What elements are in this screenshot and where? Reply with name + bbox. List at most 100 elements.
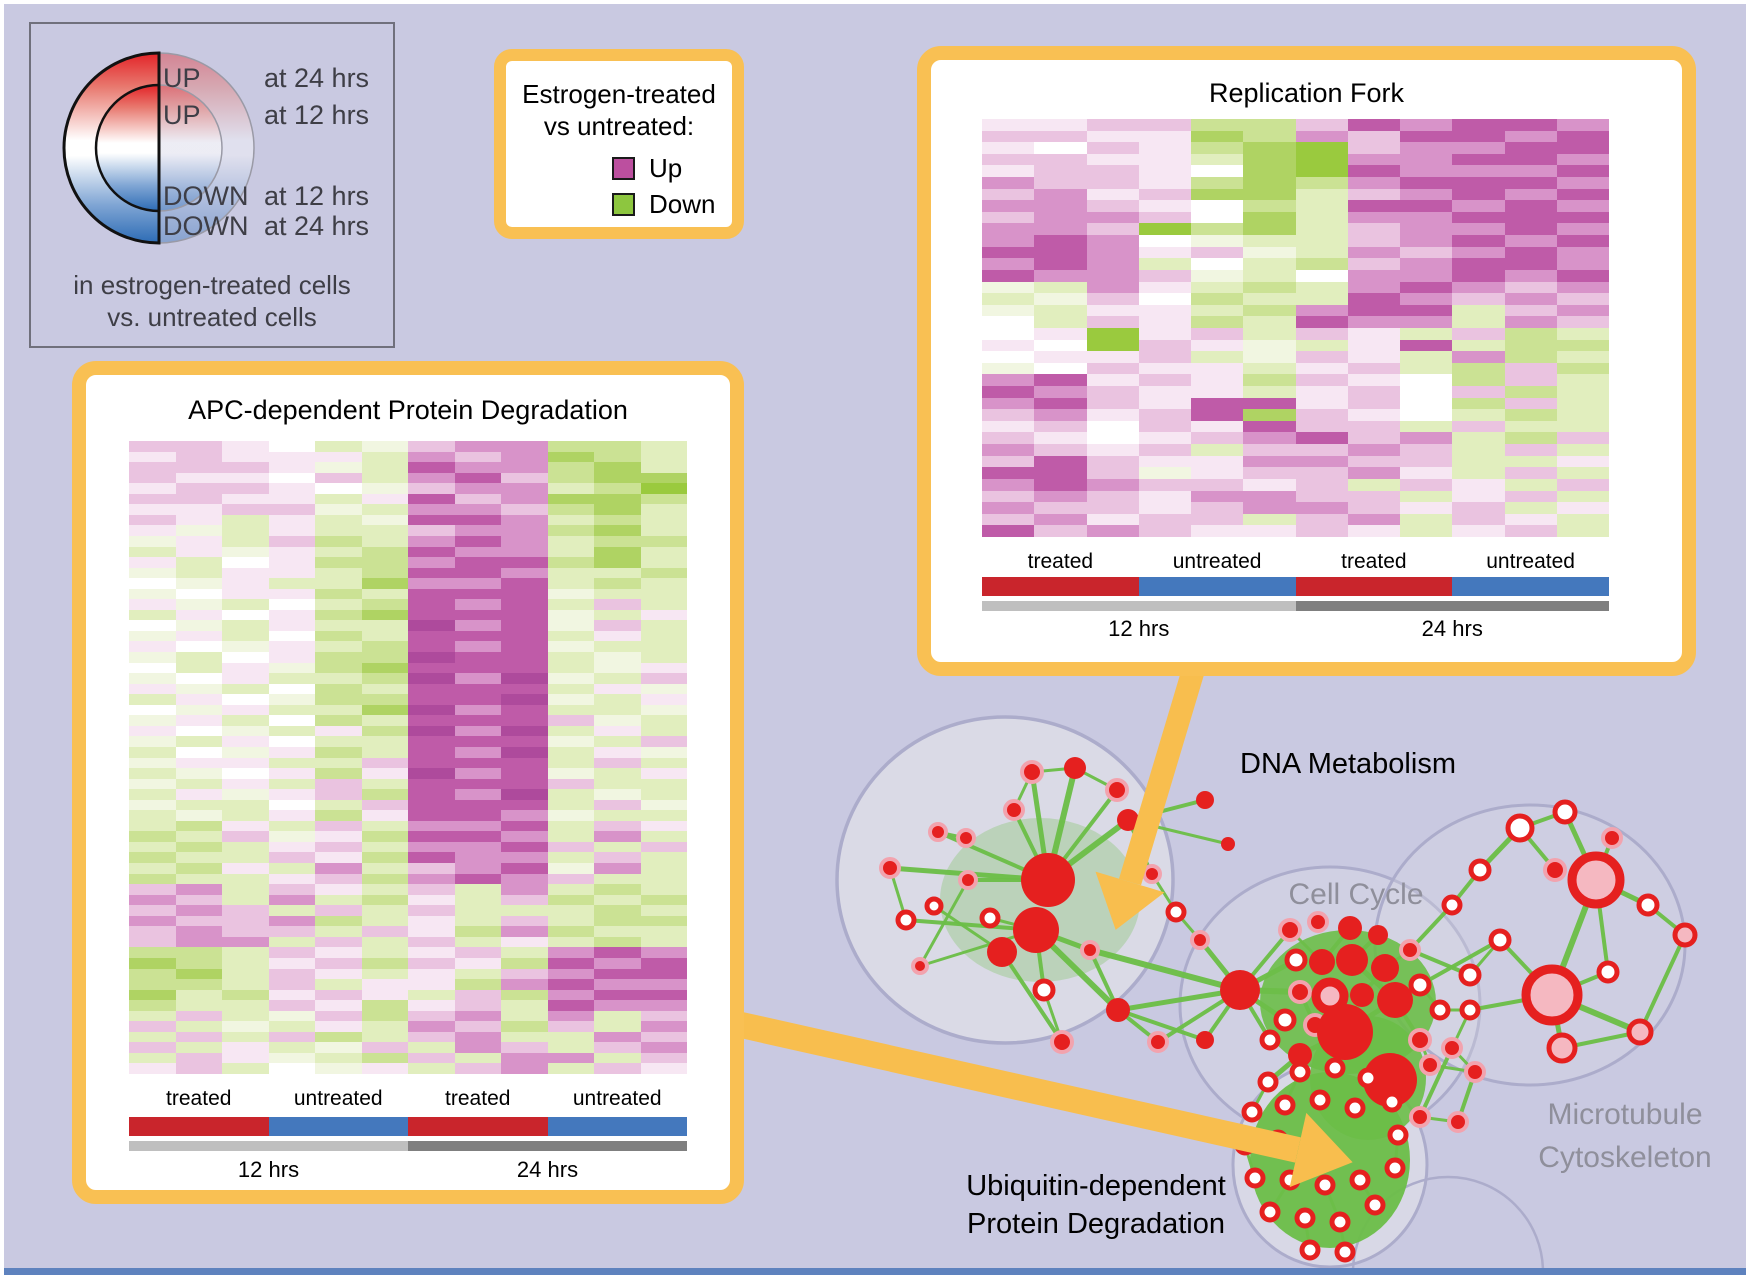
heatmap-cell [268, 852, 315, 863]
heatmap-cell [1347, 119, 1400, 131]
heatmap-cell [1295, 281, 1348, 294]
network-node [1165, 901, 1187, 923]
heatmap-cell [361, 841, 408, 853]
heatmap-cell [222, 620, 269, 631]
heatmap-cell [408, 715, 455, 726]
heatmap-cell [547, 1042, 594, 1053]
heatmap-cell [1504, 467, 1557, 479]
ring-legend-half [94, 83, 161, 213]
heatmap-cell [1400, 455, 1453, 468]
heatmap-cell [1556, 188, 1609, 201]
heatmap-cell [594, 535, 641, 547]
heatmap-cell [1400, 119, 1453, 131]
heatmap-cell [1504, 177, 1557, 189]
heatmap-cell [547, 820, 594, 832]
heatmap-cell [175, 1010, 222, 1022]
heatmap-cell [1400, 269, 1453, 282]
ring-legend-half [158, 84, 223, 212]
heatmap-cell [1556, 374, 1609, 387]
network-edge [1418, 1047, 1454, 1118]
heatmap-cell [268, 451, 315, 463]
heatmap-cell [1295, 467, 1348, 479]
heatmap-cell [594, 514, 641, 526]
heatmap-cell [501, 1000, 548, 1011]
heatmap-cell [1347, 246, 1400, 259]
heatmap-cell [129, 936, 176, 948]
heatmap-cell [594, 609, 641, 621]
heatmap-cell [454, 504, 501, 515]
heatmap-cell [1504, 223, 1557, 236]
heatmap-cell [1295, 293, 1348, 305]
heatmap-cell [1138, 188, 1191, 201]
heatmap-cell [1347, 339, 1400, 352]
heatmap-cell [315, 504, 362, 515]
heatmap-cell [640, 462, 687, 473]
heatmap-cell [454, 673, 501, 684]
heatmap-cell [594, 820, 641, 832]
heatmap-cell [501, 768, 548, 779]
heatmap-cell [361, 652, 408, 663]
heatmap-cell [129, 768, 176, 779]
heatmap-cell [1504, 525, 1557, 537]
heatmap-cell [640, 841, 687, 853]
heatmap-cell [1556, 362, 1609, 375]
heatmap-cell [222, 957, 269, 969]
heatmap-cell [268, 926, 315, 937]
heatmap-cell [547, 768, 594, 779]
updown-legend-title2: vs untreated: [543, 111, 695, 141]
heatmap-cell [640, 483, 687, 494]
heatmap-cell [1400, 235, 1453, 247]
heatmap-cell [268, 725, 315, 737]
heatmap-cell [361, 641, 408, 652]
network-node [1032, 978, 1056, 1002]
heatmap-cell [408, 1000, 455, 1011]
heatmap-cell [222, 1010, 269, 1022]
heatmap-cell [1086, 235, 1139, 247]
apc-24hrs-label: 24 hrs [516, 1157, 579, 1182]
heatmap-cell [1452, 467, 1505, 479]
heatmap-cell [1400, 153, 1453, 166]
heatmap-cell [454, 652, 501, 663]
heatmap-cell [175, 514, 222, 526]
heatmap-cell [1191, 397, 1244, 410]
heatmap-cell [1452, 188, 1505, 201]
network-node [1278, 918, 1302, 942]
heatmap-cell [1400, 327, 1453, 340]
network-node [1441, 1037, 1463, 1059]
rf-bar-treated-24 [1295, 577, 1453, 596]
heatmap-cell [982, 362, 1035, 375]
heatmap-cell [268, 841, 315, 853]
heatmap-cell [1086, 420, 1139, 433]
heatmap-cell [315, 841, 362, 853]
heatmap-cell [1400, 513, 1453, 526]
heatmap-cell [640, 957, 687, 969]
rf-group-1: treated [1027, 550, 1094, 573]
heatmap-cell [501, 641, 548, 652]
heatmap-cell [1347, 258, 1400, 270]
heatmap-cell [454, 630, 501, 642]
heatmap-cell [1086, 339, 1139, 352]
heatmap-cell [1504, 153, 1557, 166]
heatmap-cell [547, 525, 594, 536]
heatmap-cell [501, 1042, 548, 1053]
heatmap-cell [547, 1000, 594, 1011]
heatmap-cell [454, 535, 501, 547]
heatmap-cell [594, 873, 641, 885]
heatmap-cell [1556, 177, 1609, 189]
heatmap-cell [222, 926, 269, 937]
heatmap-cell [547, 504, 594, 515]
heatmap-cell [1295, 119, 1348, 131]
network-node [1050, 1030, 1074, 1054]
network-node [895, 909, 917, 931]
heatmap-cell [1347, 304, 1400, 317]
heatmap-cell [268, 599, 315, 610]
network-node [1338, 916, 1362, 940]
heatmap-cell [454, 567, 501, 579]
heatmap-cell [1504, 386, 1557, 398]
legend-down-24-dir: DOWN [163, 211, 249, 241]
heatmap-cell [1138, 525, 1191, 537]
heatmap-cell [408, 989, 455, 1001]
heatmap-cell [547, 578, 594, 589]
heatmap-cell [454, 1000, 501, 1011]
heatmap-cell [1138, 374, 1191, 387]
